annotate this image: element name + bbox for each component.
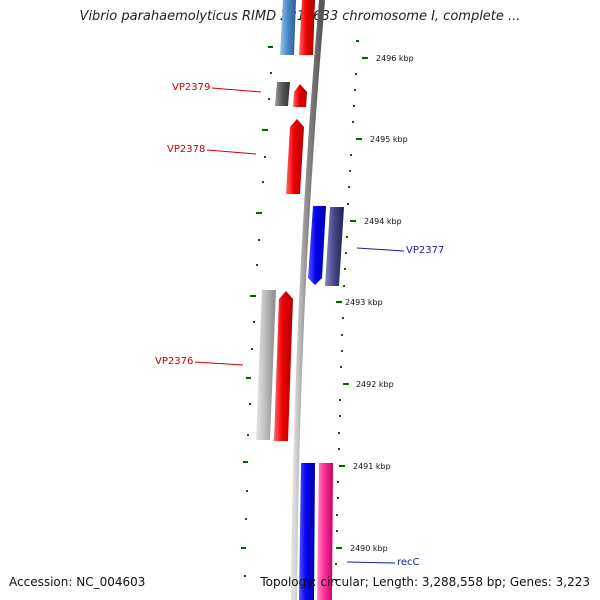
feature-darkgray-vp2379[interactable] xyxy=(275,82,290,106)
cds-forward-top[interactable] xyxy=(299,0,315,55)
rna-feature-pink[interactable] xyxy=(317,463,333,600)
cds-reverse-vp2377[interactable] xyxy=(308,206,326,285)
cds-forward-vp2379[interactable] xyxy=(293,84,307,107)
scale-label-2493: 2493 kbp xyxy=(345,298,383,307)
leader-line-recc xyxy=(346,561,396,564)
scale-label-2491: 2491 kbp xyxy=(353,462,391,471)
gene-label-vp2376[interactable]: VP2376 xyxy=(155,356,193,367)
feature-steelblue-top[interactable] xyxy=(280,0,296,55)
scale-label-2495: 2495 kbp xyxy=(370,135,408,144)
cds-forward-vp2376[interactable] xyxy=(274,291,293,441)
outer-tick-ring xyxy=(335,40,368,581)
leader-line-vp2377 xyxy=(356,247,405,252)
gene-label-vp2379[interactable]: VP2379 xyxy=(172,82,210,93)
gene-label-vp2377[interactable]: VP2377 xyxy=(406,245,444,256)
leader-line-vp2376 xyxy=(194,361,244,366)
gene-label-recc[interactable]: recC xyxy=(397,557,420,568)
scale-label-2490: 2490 kbp xyxy=(350,544,388,553)
feature-gray-vp2376[interactable] xyxy=(256,290,276,440)
genome-stats-text: Topology: circular; Length: 3,288,558 bp… xyxy=(260,575,590,589)
backbone-track xyxy=(291,0,325,600)
leader-line-vp2378 xyxy=(206,149,257,155)
accession-text: Accession: NC_004603 xyxy=(9,575,146,589)
cds-forward-vp2378[interactable] xyxy=(286,119,304,194)
map-title: Vibrio parahaemolyticus RIMD 2210633 chr… xyxy=(79,9,521,24)
leader-line-vp2379 xyxy=(211,87,262,93)
scale-label-2494: 2494 kbp xyxy=(364,217,402,226)
feature-navy-vp2377[interactable] xyxy=(325,207,344,286)
cds-reverse-recc[interactable] xyxy=(299,463,315,600)
gene-label-vp2378[interactable]: VP2378 xyxy=(167,144,205,155)
scale-label-2492: 2492 kbp xyxy=(356,380,394,389)
scale-label-2496: 2496 kbp xyxy=(376,54,414,63)
inner-tick-ring xyxy=(241,46,273,577)
